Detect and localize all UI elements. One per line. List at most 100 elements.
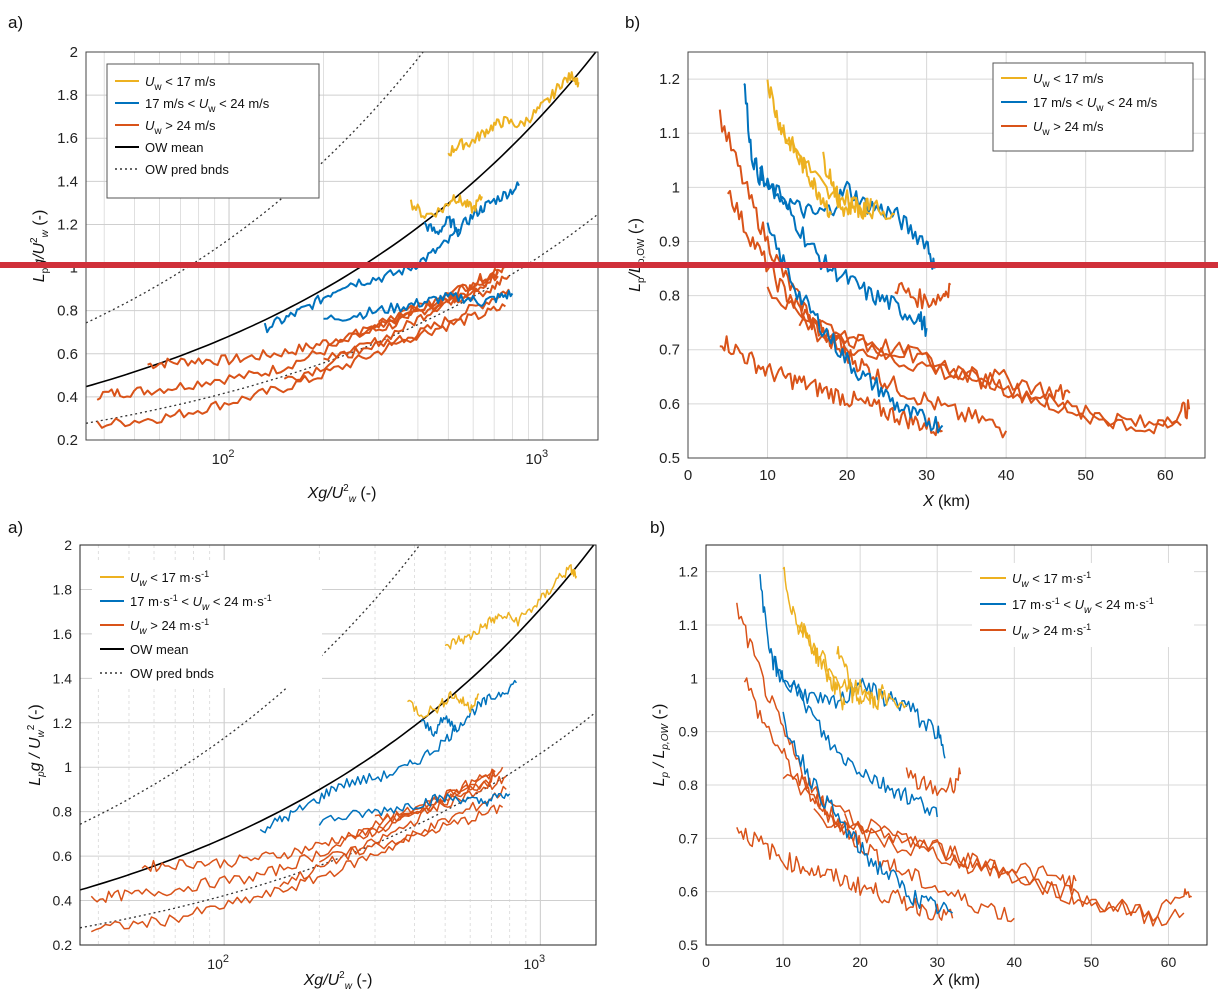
series-line-mid: [263, 181, 520, 334]
series-line-high: [798, 315, 1182, 435]
legend: Uw < 17 m·s-1 17 m·s-1 < Uw < 24 m·s-1 Uw …: [972, 563, 1194, 647]
y-tick-label: 0.8: [659, 288, 680, 305]
panel-a-bottom: 0.2 0.4 0.6 0.8 1 1.2 1.4 1.6 1.8 2 102 103 Uw < 17 …: [8, 518, 597, 992]
series-line-high: [318, 804, 504, 863]
x-axis-label: Xg/U2w (-): [303, 970, 373, 992]
y-tick-label: 2: [70, 44, 78, 61]
y-tick-label: 1.2: [57, 216, 78, 233]
series-line-high: [813, 808, 1185, 927]
y-tick-label: 0.5: [679, 937, 699, 953]
plot-frame: [79, 544, 597, 946]
legend-box: [106, 63, 320, 199]
legend-label-mid: 17 m·s-1 < Uw < 24 m·s-1: [1012, 596, 1154, 616]
series-line-low: [407, 690, 480, 719]
series-line-high: [743, 677, 1015, 923]
y-tick-label: 1.8: [53, 581, 73, 597]
y-tick-label: 0.9: [679, 724, 699, 740]
series-line-low: [836, 645, 885, 711]
y-tick-label: 0.7: [659, 342, 680, 359]
y-tick-label: 0.9: [659, 233, 680, 250]
x-tick-label: 60: [1157, 467, 1174, 484]
y-tick-label: 0.6: [679, 884, 699, 900]
data-layer: [80, 545, 596, 933]
legend-label-ow-mean: OW mean: [130, 642, 189, 657]
plot-frame: [705, 544, 1208, 946]
series-line-low: [797, 624, 907, 709]
legend-label-low: Uw < 17 m·s-1: [130, 569, 209, 589]
x-tick-label: 103: [525, 448, 548, 468]
legend-label-mid: 17 m/s < Uw < 24 m/s: [1033, 95, 1158, 114]
x-tick-label: 20: [852, 954, 868, 970]
series-line-mid: [323, 289, 514, 322]
legend-label-high: Uw > 24 m·s-1: [1012, 622, 1091, 642]
y-axis-label: Lp / Lp,OW (-): [651, 704, 671, 787]
y-tick-label: 1: [64, 759, 72, 775]
legend-label-low: Uw < 17 m/s: [1033, 71, 1104, 90]
y-tick-label: 1.1: [659, 125, 680, 142]
x-tick-label: 10: [759, 467, 776, 484]
series-line-high: [719, 335, 943, 437]
series-line-low: [822, 151, 872, 220]
y-tick-label: 0.4: [57, 389, 78, 406]
y-tick-label: 1.2: [659, 71, 680, 88]
x-axis-label: X (km): [922, 493, 970, 510]
data-layer: [86, 52, 598, 429]
y-tick-label: 1.2: [53, 715, 73, 731]
y-tick-label: 1.4: [57, 173, 78, 190]
x-tick-label: 20: [839, 467, 856, 484]
panel-label: a): [8, 518, 23, 537]
y-tick-label: 0.6: [53, 848, 73, 864]
y-tick-label: 0.6: [659, 396, 680, 413]
series-line-low: [409, 194, 483, 220]
x-tick-label: 50: [1084, 954, 1100, 970]
panel-label: b): [650, 518, 665, 537]
y-tick-label: 0.8: [679, 777, 699, 793]
ow-mean-line: [86, 52, 597, 388]
series-line-low: [444, 564, 578, 650]
legend-label-high: Uw > 24 m·s-1: [130, 617, 209, 637]
y-tick-label: 1.6: [57, 130, 78, 147]
x-tick-label: 50: [1077, 467, 1094, 484]
series-line-mid: [420, 715, 457, 737]
ow-bound-upper-line: [86, 52, 424, 324]
legend-label-high: Uw > 24 m/s: [145, 118, 216, 137]
x-tick-label: 40: [1007, 954, 1023, 970]
plot-frame: [687, 51, 1206, 459]
y-tick-label: 1.1: [679, 617, 699, 633]
series-line-high: [283, 265, 506, 381]
series-line-low: [766, 79, 833, 219]
x-tick-label: 102: [212, 448, 235, 468]
series-line-high: [905, 767, 962, 797]
series-line-mid: [423, 215, 460, 236]
legend-label-ow-bnds: OW pred bnds: [130, 666, 214, 681]
plot-frame: [85, 51, 599, 441]
legend-label-ow-bnds: OW pred bnds: [145, 162, 229, 177]
series-line-high: [736, 827, 954, 921]
legend-box: [92, 560, 322, 688]
x-axis-label: Xg/U2w (-): [307, 483, 377, 505]
ow-mean-line: [80, 545, 595, 891]
x-tick-label: 30: [929, 954, 945, 970]
series-line-high: [279, 766, 504, 888]
panel-b-bottom: 0.5 0.6 0.7 0.8 0.9 1 1.1 1.2 0 10 20 30 40 50 60 Uw < …: [650, 518, 1208, 989]
series-line-high: [894, 281, 952, 310]
y-axis-label: Lp/Lp,OW (-): [627, 218, 647, 292]
x-axis-label: X (km): [932, 972, 980, 989]
series-line-high: [726, 189, 1008, 439]
legend-label-high: Uw > 24 m/s: [1033, 119, 1104, 138]
y-tick-label: 1.2: [679, 564, 699, 580]
y-tick-label: 0.5: [659, 450, 680, 467]
y-tick-label: 0.2: [57, 432, 78, 449]
y-tick-label: 0.4: [53, 893, 73, 909]
series-line-high: [766, 286, 1191, 430]
y-tick-label: 0.7: [679, 830, 699, 846]
legend-label-low: Uw < 17 m/s: [145, 74, 216, 93]
series-line-mid: [766, 222, 944, 434]
x-tick-label: 10: [775, 954, 791, 970]
series-line-mid: [318, 792, 511, 826]
panel-label: b): [625, 13, 640, 32]
series-line-low: [447, 71, 580, 157]
data-layer: [736, 566, 1193, 927]
legend: Uw < 17 m/s 17 m/s < Uw < 24 m/s Uw > 24 m…: [992, 62, 1194, 152]
